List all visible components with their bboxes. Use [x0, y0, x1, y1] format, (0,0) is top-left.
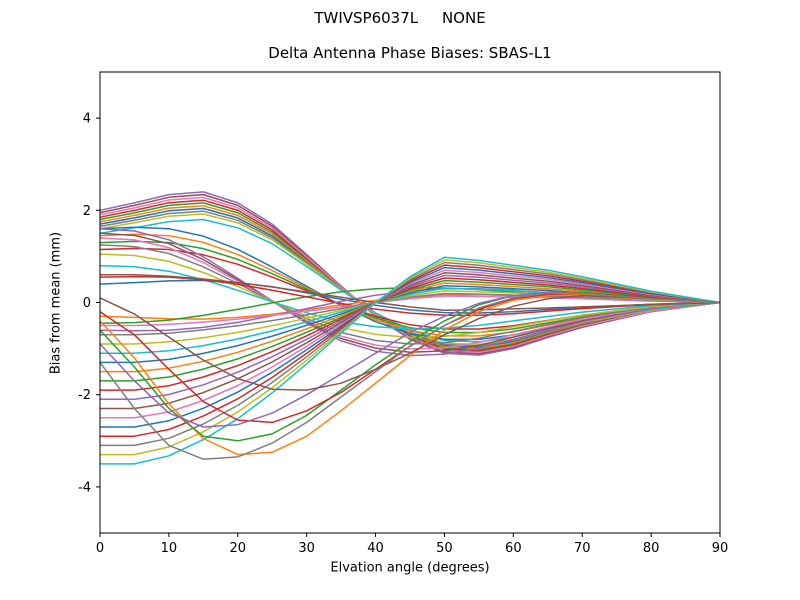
- x-tick-label: 10: [161, 541, 178, 556]
- series-line-46: [99, 294, 721, 391]
- series-line-23: [99, 275, 721, 316]
- axes-frame: [99, 71, 721, 534]
- chart-title: Delta Antenna Phase Biases: SBAS-L1: [268, 44, 552, 62]
- x-tick-label: 40: [367, 541, 384, 556]
- x-tick-label: 50: [436, 541, 453, 556]
- series-line-16: [99, 237, 721, 350]
- series-line-12: [99, 240, 721, 334]
- y-tick-label: 4: [83, 112, 91, 127]
- y-tick-label: 2: [83, 204, 91, 219]
- x-tick-label: 70: [574, 541, 591, 556]
- series-line-14: [99, 227, 721, 357]
- series-line-41: [100, 256, 721, 465]
- x-tick-label: 20: [230, 541, 247, 556]
- x-tick-label: 0: [96, 541, 104, 556]
- series-line-17: [99, 244, 721, 345]
- series-line-11: [99, 233, 721, 337]
- series-line-18: [99, 253, 721, 339]
- figure-suptitle: TWIVSP6037L NONE: [314, 9, 486, 27]
- x-tick-label: 90: [712, 541, 729, 556]
- x-tick-label: 30: [298, 541, 315, 556]
- series-line-19: [99, 264, 721, 330]
- y-tick-label: -4: [78, 480, 91, 495]
- y-tick-label: -2: [78, 388, 91, 403]
- series-line-20: [99, 279, 721, 314]
- series-line-15: [99, 232, 721, 354]
- series-line-47: [99, 292, 721, 460]
- x-tick-label: 80: [643, 541, 660, 556]
- y-tick-label: 0: [83, 296, 91, 311]
- x-axis-label: Elvation angle (degrees): [330, 560, 490, 576]
- x-tick-label: 60: [505, 541, 522, 556]
